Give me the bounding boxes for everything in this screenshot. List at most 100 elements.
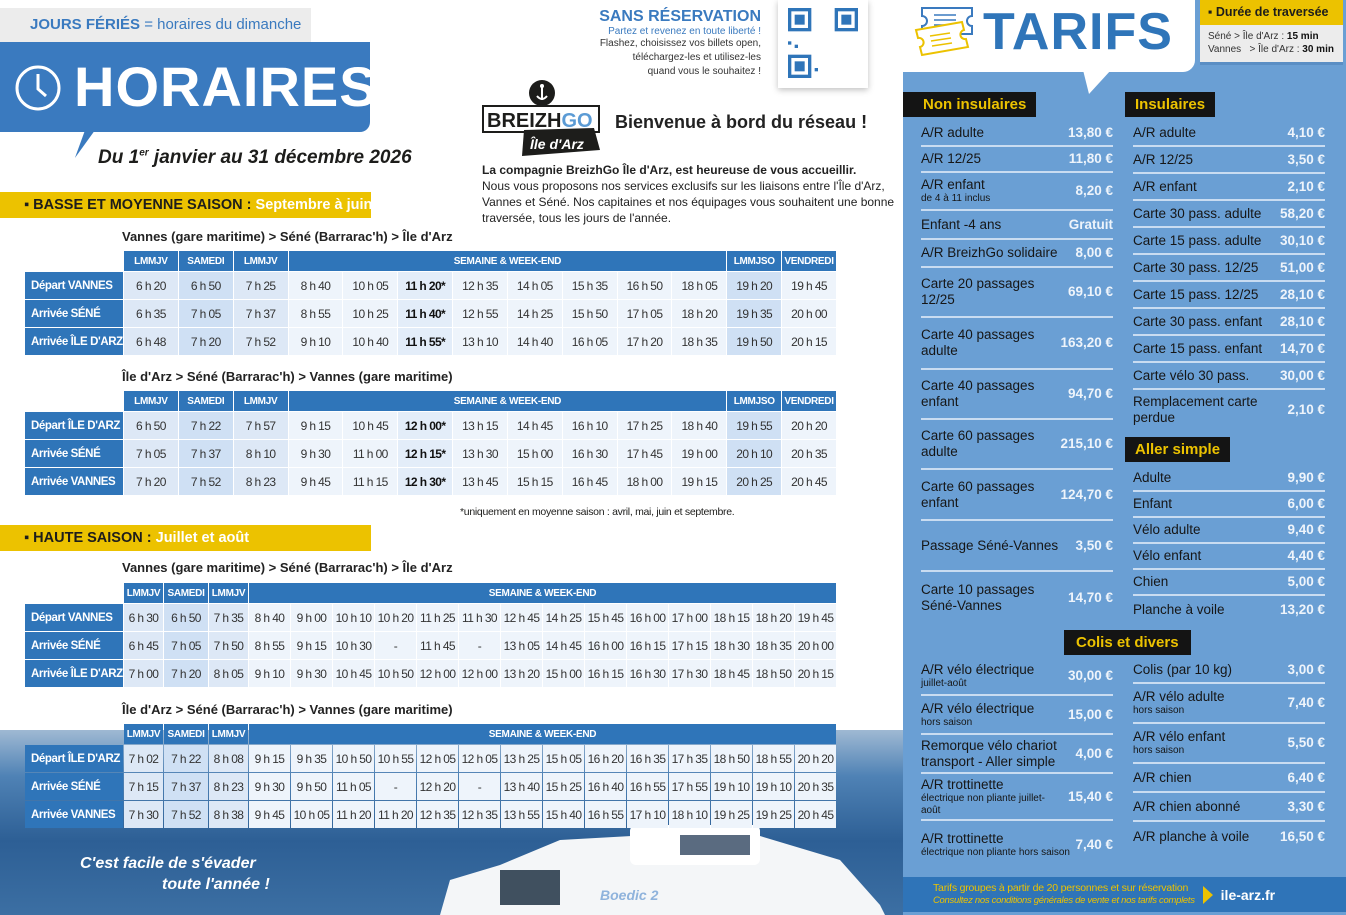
time-cell: 10 h 45 — [343, 412, 398, 439]
crossing-duration-box: ▪ Durée de traversée Séné > Île d'Arz : … — [1200, 0, 1343, 62]
time-cell: 11 h 45 — [417, 632, 458, 659]
price-label: A/R chien — [1133, 769, 1192, 785]
price-value: 58,20 € — [1279, 205, 1325, 221]
holiday-bold: JOURS FÉRIÉS — [30, 16, 141, 33]
time-cell: 16 h 10 — [562, 412, 617, 439]
time-cell: 7 h 35 — [209, 604, 248, 631]
price-row: A/R vélo électrique hors saison 15,00 € — [921, 696, 1113, 735]
arrow-right-icon — [1202, 885, 1213, 904]
time-cell: 18 h 15 — [711, 604, 752, 631]
time-cell: 20 h 20 — [795, 745, 836, 772]
footnote: *uniquement en moyenne saison : avril, m… — [460, 506, 735, 518]
time-cell: 15 h 05 — [543, 745, 584, 772]
time-cell: 16 h 45 — [562, 468, 617, 495]
day-group-header: SAMEDI — [178, 251, 233, 271]
price-row: A/R enfant de 4 à 11 inclus 8,20 € — [921, 173, 1113, 211]
price-label: Adulte — [1133, 470, 1172, 485]
footer-text: Tarifs groupes à partir de 20 personnes … — [933, 882, 1195, 907]
price-row: A/R 12/25 11,80 € — [921, 147, 1113, 173]
period-post: janvier au 31 décembre 2026 — [148, 147, 412, 168]
time-cell: 16 h 00 — [627, 604, 668, 631]
time-cell: 14 h 25 — [507, 300, 562, 327]
time-cell: 12 h 05 — [459, 745, 500, 772]
time-cell: 18 h 20 — [753, 604, 794, 631]
time-cell: 11 h 20 — [333, 801, 374, 828]
boat-illustration: Boedic 2 — [440, 825, 885, 915]
price-label: A/R vélo électrique juillet-août — [921, 662, 1064, 690]
price-row: Remorque vélo chariot transport - Aller … — [921, 735, 1113, 774]
price-value: 3,30 € — [1287, 798, 1325, 814]
season-months: Septembre à juin — [255, 197, 373, 213]
qr-code[interactable] — [778, 0, 868, 88]
clock-icon — [15, 65, 61, 111]
time-cell: 15 h 00 — [507, 440, 562, 467]
day-group-header: LMMJV — [124, 391, 178, 411]
time-cell: 15 h 35 — [562, 272, 617, 299]
time-cell: 15 h 50 — [562, 300, 617, 327]
time-cell: 6 h 45 — [124, 632, 163, 659]
price-list-colis-left: A/R vélo électrique juillet-août 30,00 € A/… — [921, 657, 1113, 868]
price-value: 28,10 € — [1279, 286, 1325, 302]
route-title: Île d'Arz > Séné (Barrarac'h) > Vannes (… — [122, 369, 453, 384]
reservation-title: SANS RÉSERVATION — [599, 8, 761, 25]
period-sup: er — [139, 147, 149, 159]
intro-bold: La compagnie BreizhGo Île d'Arz, est heu… — [482, 163, 857, 177]
time-cell: - — [375, 773, 416, 800]
price-value: 124,70 € — [1060, 486, 1113, 502]
price-row: Vélo adulte 9,40 € — [1133, 518, 1325, 544]
price-value: 51,00 € — [1279, 259, 1325, 275]
table-row: Arrivée SÉNÉ 7 h 05 7 h 37 8 h 10 9 h 30 11 h… — [25, 440, 836, 467]
time-cell: 9 h 15 — [291, 632, 332, 659]
price-label: Carte 20 passages 12/25 — [921, 276, 1035, 307]
time-cell: 11 h 00 — [343, 440, 398, 467]
time-cell: 19 h 25 — [711, 801, 752, 828]
time-cell: 14 h 40 — [507, 328, 562, 355]
day-group-header: SAMEDI — [164, 583, 208, 603]
time-cell: 18 h 10 — [669, 801, 710, 828]
high-season-banner: ▪ HAUTE SAISON : Juillet et août — [0, 525, 371, 551]
time-cell: 18 h 40 — [672, 412, 727, 439]
time-cell: 20 h 45 — [782, 468, 836, 495]
time-cell: 12 h 00 — [459, 660, 500, 687]
time-cell: 10 h 05 — [291, 801, 332, 828]
time-cell: 13 h 30 — [453, 440, 507, 467]
timetable-low-to-island: LMMJV SAMEDI LMMJV SEMAINE & WEEK-END LMMJSO… — [24, 250, 837, 356]
time-cell: 7 h 15 — [124, 773, 163, 800]
time-cell: 8 h 23 — [209, 773, 248, 800]
price-value: 9,90 € — [1287, 470, 1325, 485]
price-value: 15,00 € — [1067, 706, 1113, 722]
time-cell: 8 h 40 — [249, 604, 290, 631]
price-label: Carte 15 pass. enfant — [1133, 340, 1263, 356]
time-cell: 7 h 25 — [233, 272, 288, 299]
stop-label: Arrivée ÎLE D'ARZ — [25, 660, 123, 687]
price-value: 28,10 € — [1279, 313, 1325, 329]
price-value: 2,10 € — [1287, 178, 1325, 194]
time-cell: - — [459, 773, 500, 800]
time-cell: 15 h 00 — [543, 660, 584, 687]
time-cell: 19 h 10 — [753, 773, 794, 800]
time-cell: 10 h 25 — [343, 300, 398, 327]
table-row: Départ ÎLE D'ARZ 7 h 02 7 h 22 8 h 08 9 h 15… — [25, 745, 836, 772]
price-label: Carte 40 passages enfant — [921, 378, 1035, 409]
time-cell: 18 h 50 — [711, 745, 752, 772]
table-header-row: LMMJV SAMEDI LMMJV SEMAINE & WEEK-END — [25, 583, 836, 603]
price-label: Enfant — [1133, 496, 1173, 511]
table-row: Arrivée SÉNÉ 6 h 35 7 h 05 7 h 37 8 h 55 10 h… — [25, 300, 836, 327]
time-cell: 9 h 00 — [291, 604, 332, 631]
timetable-high-to-vannes: LMMJV SAMEDI LMMJV SEMAINE & WEEK-END Départ… — [24, 723, 837, 829]
price-label: Carte 15 pass. adulte — [1133, 232, 1262, 248]
time-cell: 8 h 08 — [209, 745, 248, 772]
price-row: A/R trottinette électrique non pliante ho… — [921, 821, 1113, 868]
duration-line: Vannes > Île d'Arz : 30 min — [1200, 43, 1343, 56]
stop-label: Arrivée SÉNÉ — [25, 440, 123, 467]
time-cell: 14 h 25 — [543, 604, 584, 631]
time-cell: 20 h 25 — [727, 468, 782, 495]
website-link[interactable]: ile-arz.fr — [1220, 886, 1276, 903]
time-cell: 6 h 50 — [178, 272, 233, 299]
price-row: Enfant 6,00 € — [1133, 492, 1325, 518]
stop-label: Arrivée SÉNÉ — [25, 632, 123, 659]
price-label: Chien — [1133, 574, 1169, 589]
time-cell: 13 h 55 — [501, 801, 542, 828]
price-label: A/R trottinette électrique non pliante ju… — [921, 777, 1064, 817]
price-row: Passage Séné-Vannes 3,50 € — [921, 521, 1113, 572]
